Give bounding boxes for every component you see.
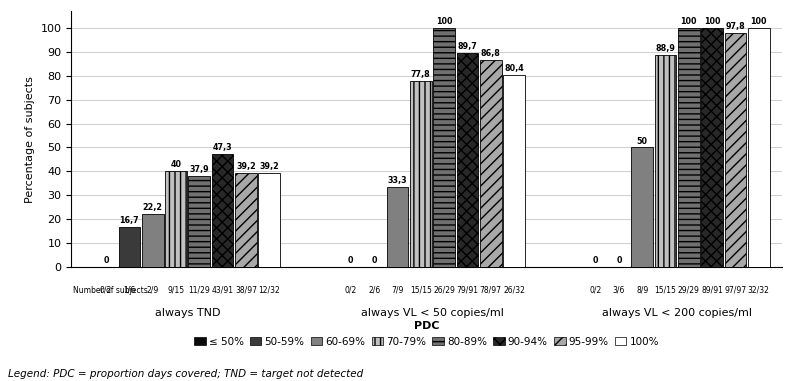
Text: 100: 100 [681,17,697,26]
Bar [410,81,431,267]
Text: 15/15: 15/15 [410,286,431,295]
Bar [503,75,525,267]
Bar [258,173,280,267]
Text: 7/9: 7/9 [391,286,404,295]
Text: always TND: always TND [155,307,220,317]
Text: 100: 100 [436,17,453,26]
Text: 32/32: 32/32 [748,286,769,295]
Text: 89,7: 89,7 [457,42,477,51]
Text: 8/9: 8/9 [636,286,649,295]
Bar [235,173,257,267]
Text: 15/15: 15/15 [655,286,676,295]
Text: 33,3: 33,3 [388,176,408,185]
Text: 2/6: 2/6 [368,286,380,295]
Text: 0: 0 [371,256,377,265]
Text: always VL < 50 copies/ml: always VL < 50 copies/ml [361,307,504,317]
Bar [142,214,164,267]
Text: 29/29: 29/29 [678,286,700,295]
Text: 26/29: 26/29 [433,286,455,295]
Text: 9/15: 9/15 [167,286,185,295]
Bar [433,28,455,267]
Text: 0: 0 [348,256,354,265]
Text: 0/2: 0/2 [589,286,602,295]
Text: 39,2: 39,2 [259,162,279,171]
Text: 0: 0 [103,256,109,265]
Text: 80,4: 80,4 [504,64,524,73]
Text: 88,9: 88,9 [656,44,675,53]
Text: 77,8: 77,8 [411,70,431,79]
Bar [457,53,478,267]
Text: 38/97: 38/97 [235,286,257,295]
Text: 11/29: 11/29 [189,286,210,295]
Bar [655,54,676,267]
Bar [480,59,502,267]
Text: 79/91: 79/91 [457,286,479,295]
Bar [386,187,408,267]
Text: Legend: PDC = proportion days covered; TND = target not detected: Legend: PDC = proportion days covered; T… [8,369,363,379]
Bar [748,28,769,267]
Text: 12/32: 12/32 [258,286,280,295]
Text: 0: 0 [592,256,598,265]
Text: 40: 40 [171,160,182,170]
Text: 3/6: 3/6 [613,286,625,295]
Text: 26/32: 26/32 [503,286,525,295]
Bar [189,176,210,267]
Text: 78/97: 78/97 [480,286,502,295]
Text: 0: 0 [616,256,622,265]
Bar [631,147,653,267]
Text: 100: 100 [704,17,720,26]
Text: 0/2: 0/2 [344,286,357,295]
Text: 89/91: 89/91 [702,286,723,295]
Text: Number of subjects: Number of subjects [73,286,147,295]
Y-axis label: Percentage of subjects: Percentage of subjects [24,75,35,203]
Text: 0/2: 0/2 [100,286,112,295]
Text: 16,7: 16,7 [119,216,139,225]
Bar [165,171,187,267]
Text: 39,2: 39,2 [236,162,256,171]
Text: 22,2: 22,2 [143,203,163,212]
Bar [212,154,234,267]
Text: 2/9: 2/9 [147,286,159,295]
Text: always VL < 200 copies/ml: always VL < 200 copies/ml [602,307,752,317]
Bar [724,34,747,267]
Bar [118,227,140,267]
Text: 47,3: 47,3 [213,143,232,152]
Bar [678,28,700,267]
Text: 50: 50 [637,136,648,146]
Text: 100: 100 [750,17,767,26]
Legend: ≤ 50%, 50-59%, 60-69%, 70-79%, 80-89%, 90-94%, 95-99%, 100%: ≤ 50%, 50-59%, 60-69%, 70-79%, 80-89%, 9… [190,317,664,351]
Bar [702,28,723,267]
Text: 86,8: 86,8 [481,49,501,58]
Text: 1/6: 1/6 [123,286,136,295]
Text: 97,8: 97,8 [725,22,745,32]
Text: 97/97: 97/97 [724,286,747,295]
Text: 43/91: 43/91 [212,286,234,295]
Text: 37,9: 37,9 [190,165,209,174]
